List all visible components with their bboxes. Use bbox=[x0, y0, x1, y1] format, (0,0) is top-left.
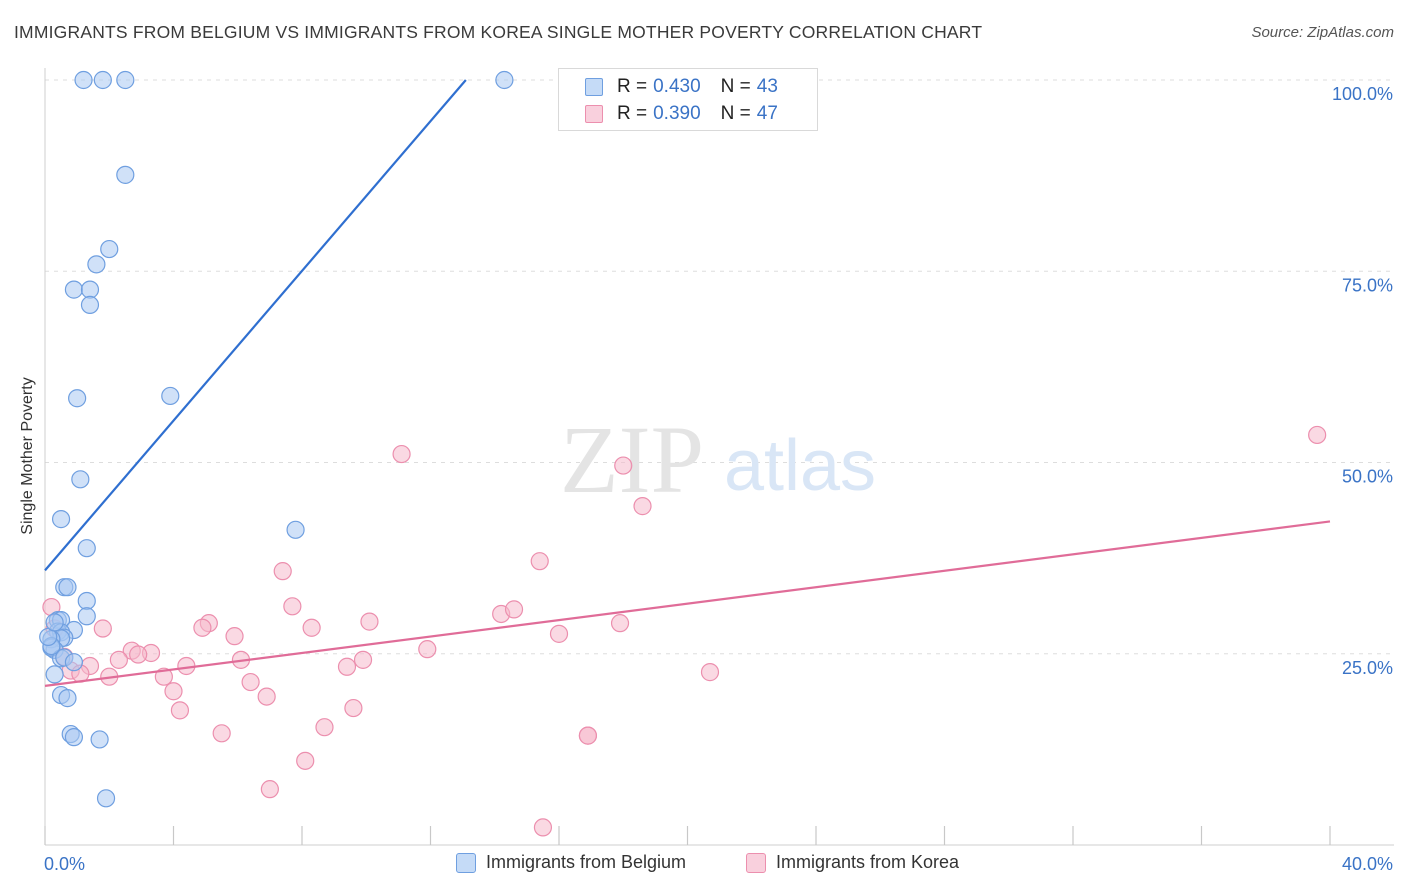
korea-point bbox=[225, 627, 244, 646]
y-tick-label: 50.0% bbox=[1342, 467, 1393, 487]
belgium-point bbox=[116, 70, 135, 90]
axis-layer bbox=[44, 68, 1394, 846]
watermark-zip: ZIP bbox=[560, 406, 704, 513]
watermark: ZIP atlas bbox=[560, 406, 876, 513]
correlation-legend: R = 0.430 N = 43 R = 0.390 N = 47 bbox=[558, 68, 818, 131]
korea-point bbox=[129, 645, 148, 664]
legend-row-belgium: R = 0.430 N = 43 bbox=[585, 75, 778, 99]
korea-point bbox=[353, 650, 373, 669]
korea-point bbox=[241, 672, 260, 692]
tick-labels: 25.0% 50.0% 75.0% 100.0% 0.0% 40.0% bbox=[44, 84, 1393, 874]
belgium-point bbox=[71, 470, 90, 489]
belgium-point bbox=[116, 165, 135, 184]
belgium-swatch bbox=[585, 78, 603, 96]
x-tick-label-min: 0.0% bbox=[44, 854, 85, 874]
y-tick-label: 25.0% bbox=[1342, 658, 1393, 678]
belgium-point bbox=[68, 389, 87, 408]
korea-point bbox=[260, 780, 279, 799]
korea-point bbox=[154, 667, 173, 686]
belgium-point bbox=[58, 689, 77, 708]
korea-point bbox=[360, 612, 379, 631]
korea-point bbox=[1308, 425, 1327, 445]
belgium-point bbox=[45, 613, 64, 632]
belgium-point bbox=[96, 789, 116, 808]
belgium-point bbox=[77, 607, 96, 626]
belgium-n-value: 43 bbox=[756, 76, 778, 97]
belgium-point bbox=[93, 70, 112, 90]
x-tick-label-max: 40.0% bbox=[1342, 854, 1393, 874]
belgium-r-value: 0.430 bbox=[653, 76, 701, 97]
belgium-point bbox=[58, 578, 77, 597]
grid-layer bbox=[45, 79, 1394, 655]
korea-point bbox=[164, 682, 183, 701]
y-axis-label: Single Mother Poverty bbox=[19, 377, 36, 535]
chart-title: IMMIGRANTS FROM BELGIUM VS IMMIGRANTS FR… bbox=[14, 22, 983, 42]
belgium-point bbox=[495, 70, 514, 90]
source-credit: Source: ZipAtlas.com bbox=[1251, 24, 1394, 41]
korea-point bbox=[392, 444, 411, 464]
korea-point bbox=[504, 600, 524, 619]
belgium-legend-label: Immigrants from Belgium bbox=[486, 852, 687, 872]
belgium-point bbox=[80, 295, 100, 315]
belgium-point bbox=[286, 520, 305, 539]
korea-point bbox=[418, 640, 437, 659]
korea-point bbox=[700, 663, 720, 682]
korea-n-value: 47 bbox=[756, 103, 778, 124]
legend-item-korea: Immigrants from Korea bbox=[746, 852, 959, 873]
belgium-trendline bbox=[44, 79, 467, 572]
belgium-point bbox=[77, 539, 96, 558]
belgium-point bbox=[77, 591, 96, 611]
trend-layer bbox=[44, 79, 1331, 687]
belgium-legend-swatch bbox=[456, 852, 476, 873]
belgium-point bbox=[161, 386, 180, 406]
belgium-point bbox=[64, 280, 84, 299]
korea-legend-label: Immigrants from Korea bbox=[776, 852, 960, 872]
korea-point bbox=[337, 657, 357, 676]
belgium-point bbox=[51, 510, 71, 529]
korea-point bbox=[296, 751, 315, 770]
belgium-point bbox=[74, 70, 93, 90]
korea-point bbox=[578, 726, 598, 745]
watermark-atlas: atlas bbox=[724, 426, 876, 506]
korea-n-label: N = bbox=[720, 103, 751, 124]
belgium-point bbox=[100, 239, 119, 259]
y-tick-label: 75.0% bbox=[1342, 275, 1393, 295]
korea-point bbox=[93, 619, 112, 638]
korea-point bbox=[315, 718, 334, 737]
belgium-point bbox=[64, 728, 84, 747]
korea-point bbox=[302, 618, 321, 637]
korea-swatch bbox=[585, 105, 603, 123]
korea-point bbox=[530, 552, 549, 571]
korea-r-value: 0.390 bbox=[653, 103, 701, 124]
korea-point bbox=[633, 497, 652, 516]
belgium-point bbox=[45, 665, 64, 684]
belgium-point bbox=[90, 730, 109, 749]
korea-point bbox=[273, 562, 292, 581]
belgium-point bbox=[87, 255, 106, 274]
korea-point bbox=[257, 687, 276, 706]
points-layer bbox=[39, 70, 1327, 837]
belgium-n-label: N = bbox=[720, 76, 751, 97]
y-tick-label: 100.0% bbox=[1332, 84, 1393, 104]
korea-point bbox=[193, 618, 212, 637]
korea-legend-swatch bbox=[746, 852, 766, 873]
korea-point bbox=[283, 597, 302, 616]
belgium-point bbox=[80, 280, 100, 299]
korea-trendline bbox=[44, 520, 1331, 687]
legend-item-belgium: Immigrants from Belgium bbox=[456, 852, 686, 873]
korea-point bbox=[109, 650, 128, 669]
korea-r-label: R = bbox=[617, 103, 648, 124]
korea-point bbox=[533, 818, 553, 837]
korea-point bbox=[610, 614, 630, 633]
series-legend: Immigrants from Belgium Immigrants from … bbox=[0, 852, 1406, 878]
korea-point bbox=[614, 456, 633, 475]
korea-point bbox=[170, 701, 190, 720]
korea-point bbox=[549, 624, 569, 643]
belgium-r-label: R = bbox=[617, 76, 648, 97]
korea-point bbox=[344, 698, 363, 718]
korea-point bbox=[212, 724, 231, 743]
belgium-point bbox=[64, 653, 84, 672]
legend-row-korea: R = 0.390 N = 47 bbox=[585, 102, 778, 126]
